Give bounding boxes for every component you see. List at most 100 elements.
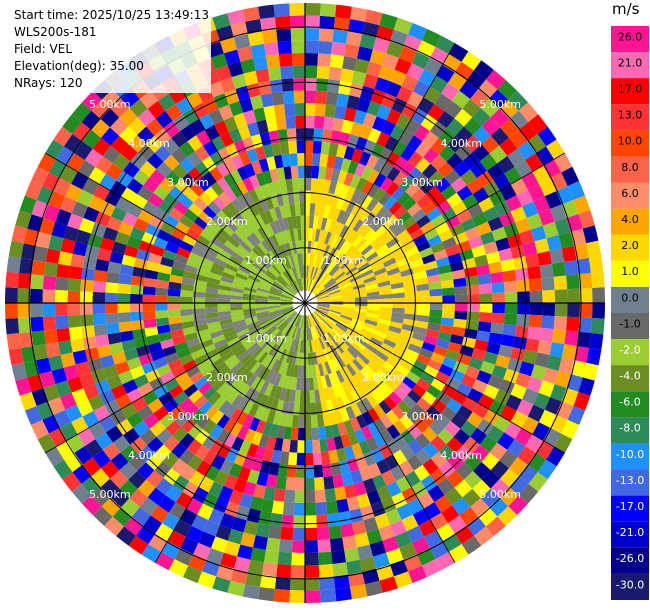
velocity-gate xyxy=(489,442,508,461)
velocity-gate xyxy=(472,379,488,394)
velocity-gate xyxy=(413,326,428,336)
velocity-gate xyxy=(220,37,238,54)
velocity-gate xyxy=(328,142,339,157)
velocity-gate xyxy=(314,287,326,296)
velocity-gate xyxy=(106,322,120,335)
velocity-gate xyxy=(423,260,438,271)
velocity-gate xyxy=(295,215,302,229)
velocity-gate xyxy=(451,497,471,516)
velocity-gate xyxy=(371,263,385,273)
velocity-gate xyxy=(355,136,368,152)
velocity-gate xyxy=(590,271,605,288)
velocity-gate xyxy=(82,495,102,516)
velocity-gate xyxy=(561,166,580,187)
velocity-gate xyxy=(349,232,361,245)
velocity-gate xyxy=(70,253,85,268)
velocity-gate xyxy=(398,460,414,477)
velocity-gate xyxy=(193,395,208,410)
velocity-gate xyxy=(415,433,431,449)
velocity-gate xyxy=(566,316,580,332)
velocity-gate xyxy=(218,104,234,121)
velocity-gate xyxy=(142,310,156,320)
velocity-gate xyxy=(269,221,279,235)
velocity-gate xyxy=(376,322,390,331)
velocity-gate xyxy=(455,462,473,480)
velocity-gate xyxy=(327,262,337,274)
velocity-gate xyxy=(77,428,96,446)
velocity-gate xyxy=(270,285,283,293)
velocity-gate xyxy=(266,269,278,280)
velocity-gate xyxy=(463,117,482,136)
velocity-gate xyxy=(342,56,357,71)
velocity-gate xyxy=(479,293,493,303)
velocity-gate xyxy=(305,427,313,441)
velocity-gate xyxy=(188,202,203,217)
velocity-gate xyxy=(453,318,467,329)
velocity-gate xyxy=(317,303,330,306)
velocity-gate xyxy=(62,471,82,492)
velocity-gate xyxy=(130,303,143,313)
velocity-gate xyxy=(129,488,148,508)
velocity-gate xyxy=(181,277,195,286)
velocity-gate xyxy=(219,458,234,475)
velocity-gate xyxy=(312,312,322,323)
velocity-gate xyxy=(297,265,302,279)
velocity-gate xyxy=(263,254,274,266)
velocity-gate xyxy=(549,248,565,264)
velocity-gate xyxy=(347,133,360,149)
velocity-gate xyxy=(332,29,349,44)
velocity-gate xyxy=(518,361,535,377)
velocity-gate xyxy=(342,261,354,272)
velocity-gate xyxy=(320,588,337,603)
velocity-gate xyxy=(378,400,392,415)
velocity-gate xyxy=(417,296,430,303)
velocity-gate xyxy=(392,292,405,299)
velocity-gate xyxy=(168,185,185,201)
field-name: Field: VEL xyxy=(14,42,73,56)
velocity-gate xyxy=(537,340,552,355)
velocity-gate xyxy=(246,443,259,458)
velocity-gate xyxy=(532,422,551,441)
velocity-gate xyxy=(305,78,317,91)
velocity-gate xyxy=(550,384,567,402)
velocity-gate xyxy=(378,524,395,541)
velocity-gate xyxy=(359,556,377,572)
velocity-gate xyxy=(522,241,538,257)
velocity-gate xyxy=(226,201,239,216)
velocity-gate xyxy=(333,17,350,32)
velocity-gate xyxy=(451,200,468,216)
velocity-gate xyxy=(234,272,248,281)
velocity-gate xyxy=(354,428,367,444)
velocity-gate xyxy=(258,158,270,173)
velocity-gate xyxy=(21,346,37,363)
velocity-gate xyxy=(228,127,243,144)
velocity-gate xyxy=(102,442,121,461)
velocity-gate xyxy=(284,204,292,218)
velocity-gate xyxy=(158,200,174,215)
velocity-gate xyxy=(180,289,194,298)
velocity-gate xyxy=(578,377,595,396)
velocity-gate xyxy=(42,275,57,290)
velocity-gate xyxy=(165,103,183,121)
velocity-gate xyxy=(342,304,355,309)
velocity-gate xyxy=(314,310,326,319)
velocity-gate xyxy=(386,439,401,455)
velocity-gate xyxy=(230,169,243,184)
velocity-gate xyxy=(84,148,103,167)
colorbar: 26.021.017.013.010.08.06.04.02.01.00.0-1… xyxy=(611,26,649,600)
velocity-gate xyxy=(468,235,484,249)
velocity-gate xyxy=(289,267,297,281)
velocity-gate xyxy=(462,396,479,412)
velocity-gate xyxy=(418,69,437,87)
velocity-gate xyxy=(317,53,332,67)
velocity-gate xyxy=(317,323,326,336)
velocity-gate xyxy=(146,260,161,272)
velocity-gate xyxy=(321,230,329,244)
velocity-gate xyxy=(342,300,355,303)
velocity-gate xyxy=(300,377,305,391)
velocity-gate xyxy=(402,240,417,252)
velocity-gate xyxy=(204,186,219,201)
velocity-gate xyxy=(350,469,363,485)
velocity-gate xyxy=(392,303,405,309)
velocity-gate xyxy=(386,548,404,565)
